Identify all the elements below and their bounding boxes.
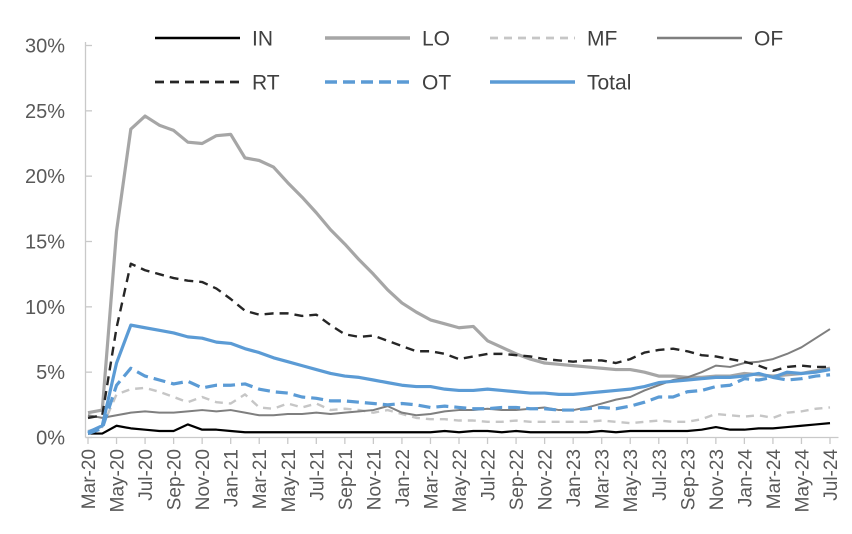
legend-label-OT: OT (422, 72, 451, 95)
y-tick-label: 25% (25, 101, 65, 123)
x-tick-label: Jul-21 (307, 449, 328, 501)
x-tick-label: Nov-23 (707, 449, 728, 510)
y-tick-label: 30% (25, 36, 65, 58)
x-tick-label: Jul-24 (821, 449, 842, 501)
x-tick-label: Mar-23 (593, 449, 614, 509)
x-tick-label: Nov-20 (193, 449, 214, 510)
series-line-Total (87, 323, 831, 434)
series-line-MF (87, 386, 831, 433)
series-line-RT (87, 262, 830, 420)
x-tick-label: Sep-21 (336, 449, 357, 510)
x-tick-label: Jul-20 (136, 449, 157, 501)
x-tick-label: May-22 (450, 449, 471, 512)
x-tick-label: Jul-23 (650, 449, 671, 501)
x-tick-label: May-23 (621, 449, 642, 512)
legend-item-IN: IN (155, 28, 273, 51)
x-tick-label: Mar-22 (421, 449, 442, 509)
series-line-OF (87, 328, 831, 419)
x-tick-label: Jan-22 (393, 449, 414, 507)
x-tick-label: May-21 (279, 449, 300, 512)
legend-label-LO: LO (422, 28, 450, 51)
x-tick-label: Mar-24 (764, 449, 785, 510)
x-tick-label: Mar-20 (79, 449, 100, 509)
legend-label-RT: RT (252, 72, 280, 95)
y-tick-label: 5% (36, 362, 65, 384)
x-tick-label: May-20 (108, 449, 129, 512)
legend-label-IN: IN (252, 28, 273, 51)
x-tick-label: Nov-21 (364, 449, 385, 510)
legend-item-OF: OF (657, 28, 783, 51)
y-tick-label: 20% (25, 166, 65, 188)
x-tick-label: Sep-23 (678, 449, 699, 510)
legend-item-OT: OT (325, 72, 451, 95)
y-tick-label: 15% (25, 232, 65, 254)
x-tick-label: May-24 (792, 449, 813, 513)
legend-item-Total: Total (490, 72, 631, 95)
x-tick-label: Nov-22 (536, 449, 557, 510)
x-tick-label: Jan-21 (222, 449, 243, 507)
legend-item-LO: LO (325, 28, 450, 51)
series-line-OT (87, 366, 831, 436)
legend-label-Total: Total (587, 72, 631, 95)
legend-label-OF: OF (754, 28, 783, 51)
legend-item-MF: MF (490, 28, 617, 51)
series-line-IN (88, 422, 831, 435)
x-tick-label: Sep-22 (507, 449, 528, 510)
y-tick-label: 10% (25, 297, 65, 319)
legend-item-RT: RT (155, 72, 280, 95)
series-line-LO (87, 114, 831, 415)
x-tick-label: Jul-22 (479, 449, 500, 501)
x-tick-label: Jan-23 (564, 449, 585, 507)
legend-label-MF: MF (587, 28, 617, 51)
x-tick-label: Sep-20 (165, 449, 186, 510)
x-tick-label: Jan-24 (735, 449, 756, 508)
x-tick-label: Mar-21 (250, 449, 271, 509)
y-tick-label: 0% (36, 428, 65, 450)
